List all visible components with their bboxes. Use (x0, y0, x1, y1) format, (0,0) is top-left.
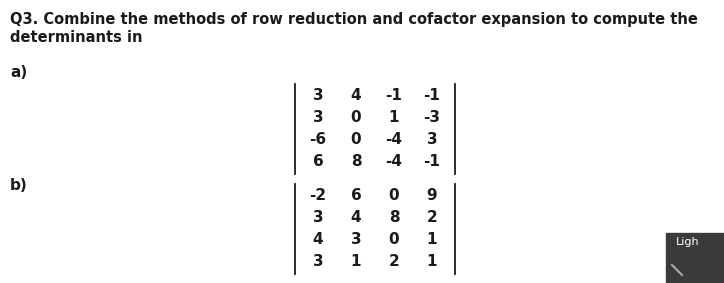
Text: -2: -2 (309, 188, 327, 203)
Text: determinants in: determinants in (10, 30, 143, 45)
Text: -4: -4 (385, 132, 403, 147)
Text: -1: -1 (424, 89, 440, 104)
Text: -1: -1 (424, 155, 440, 170)
Bar (666, 233, 724, 283)
Text: 3: 3 (313, 211, 324, 226)
Text: b): b) (10, 178, 28, 193)
Text: 3: 3 (313, 110, 324, 125)
Text: 4: 4 (350, 89, 361, 104)
Text: 1: 1 (426, 254, 437, 269)
Text: -4: -4 (385, 155, 403, 170)
Text: 6: 6 (350, 188, 361, 203)
Text: 1: 1 (426, 233, 437, 248)
Text: 2: 2 (426, 211, 437, 226)
Text: 1: 1 (389, 110, 399, 125)
Text: 2: 2 (389, 254, 400, 269)
Text: 9: 9 (426, 188, 437, 203)
Text: 3: 3 (426, 132, 437, 147)
Text: 1: 1 (350, 254, 361, 269)
Text: 3: 3 (350, 233, 361, 248)
Text: -1: -1 (386, 89, 403, 104)
Text: 0: 0 (350, 110, 361, 125)
Text: 3: 3 (313, 89, 324, 104)
Text: 4: 4 (350, 211, 361, 226)
Text: 3: 3 (313, 254, 324, 269)
Text: a): a) (10, 65, 28, 80)
Text: 8: 8 (350, 155, 361, 170)
Text: 6: 6 (313, 155, 324, 170)
Text: Ligh: Ligh (676, 237, 699, 247)
Text: 4: 4 (313, 233, 324, 248)
Text: -3: -3 (424, 110, 440, 125)
Text: Q3. Combine the methods of row reduction and cofactor expansion to compute the: Q3. Combine the methods of row reduction… (10, 12, 698, 27)
Text: 8: 8 (389, 211, 400, 226)
Text: 0: 0 (350, 132, 361, 147)
Text: 0: 0 (389, 233, 400, 248)
Text: 0: 0 (389, 188, 400, 203)
Text: -6: -6 (309, 132, 327, 147)
